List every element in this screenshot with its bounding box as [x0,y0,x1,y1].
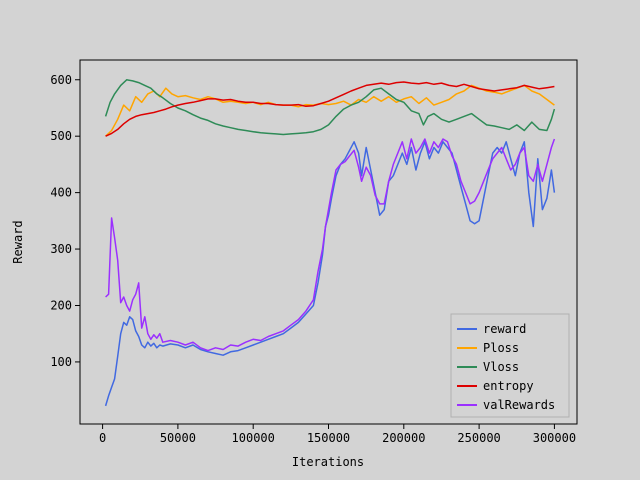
x-tick-label: 50000 [160,431,196,445]
legend-label-entropy: entropy [483,379,534,393]
legend-label-valRewards: valRewards [483,398,555,412]
y-tick-label: 400 [50,186,72,200]
series-line-Vloss [104,79,556,136]
x-tick-label: 0 [99,431,106,445]
x-tick-label: 150000 [307,431,350,445]
y-axis-label: Reward [11,220,25,263]
series-line-valRewards [105,138,556,352]
y-tick-label: 500 [50,129,72,143]
legend-label-Ploss: Ploss [483,341,519,355]
series-lines [104,79,556,407]
series-line-reward [104,141,556,407]
y-tick-label: 600 [50,73,72,87]
x-axis-ticks: 0 50000 100000 150000 200000 250000 300000 [99,424,576,445]
x-tick-label: 200000 [382,431,425,445]
x-axis-label: Iterations [292,455,364,469]
legend: reward Ploss Vloss entropy valRewards [450,313,570,418]
y-tick-label: 300 [50,242,72,256]
y-axis-ticks: 100 200 300 400 500 600 [50,73,80,369]
y-tick-label: 100 [50,355,72,369]
y-tick-label: 200 [50,298,72,312]
x-tick-label: 300000 [533,431,576,445]
legend-label-Vloss: Vloss [483,360,519,374]
x-tick-label: 250000 [457,431,500,445]
series-line-entropy [105,81,555,137]
x-tick-label: 100000 [232,431,275,445]
legend-label-reward: reward [483,322,526,336]
legend-box [450,313,570,418]
